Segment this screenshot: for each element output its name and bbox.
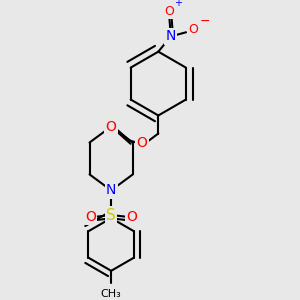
Text: O: O (85, 210, 96, 224)
Text: O: O (136, 136, 147, 150)
Text: O: O (106, 120, 117, 134)
Text: O: O (164, 5, 174, 18)
Text: N: N (106, 183, 116, 197)
Text: S: S (106, 208, 116, 223)
Text: O: O (188, 23, 198, 36)
Text: −: − (200, 15, 210, 28)
Text: +: + (174, 0, 182, 8)
Text: CH₃: CH₃ (101, 289, 122, 299)
Text: O: O (127, 210, 137, 224)
Text: N: N (166, 29, 176, 44)
